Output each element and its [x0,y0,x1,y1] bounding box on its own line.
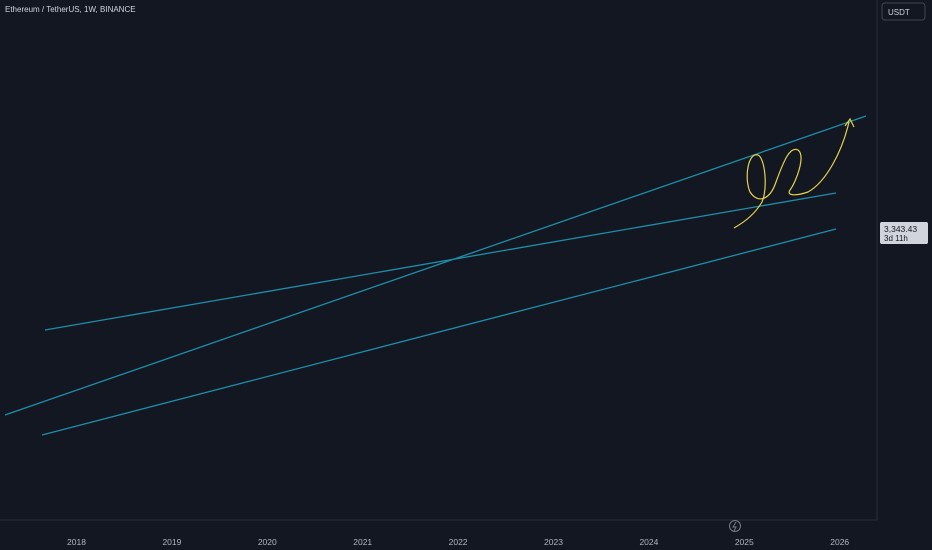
lightning-icon[interactable] [729,520,741,532]
currency-button-frame[interactable] [881,2,926,21]
projection-sketch-path[interactable] [733,121,850,229]
time-tick-label: 2018 [67,537,86,547]
last-price-tag: 3,343.43 3d 11h [880,222,928,244]
trendline-lower-support[interactable] [41,228,837,436]
currency-button[interactable]: USDT [881,2,926,21]
currency-button-label[interactable]: USDT [888,8,910,17]
time-tick-label: 2024 [639,537,658,547]
time-tick-label: 2025 [735,537,754,547]
trendline-mid-resistance[interactable] [44,192,837,331]
chart-title: Ethereum / TetherUS, 1W, BINANCE [5,5,136,14]
bar-countdown: 3d 11h [884,234,908,243]
time-tick-label: 2022 [449,537,468,547]
time-tick-label: 2026 [830,537,849,547]
time-tick-label: 2021 [353,537,372,547]
time-tick-label: 2020 [258,537,277,547]
last-price-tag-bg [880,222,928,244]
time-tick-label: 2019 [162,537,181,547]
time-axis[interactable]: 2018 2019 2020 2021 2022 2023 2024 2025 2026 [67,537,849,547]
trendline-upper-channel[interactable] [4,115,867,416]
projection-arrowhead [844,117,855,128]
lightning-icon-ring [729,520,741,532]
lightning-icon-bolt [732,521,737,532]
time-tick-label: 2023 [544,537,563,547]
last-price-value: 3,343.43 [884,224,917,234]
trendlines [4,115,867,436]
